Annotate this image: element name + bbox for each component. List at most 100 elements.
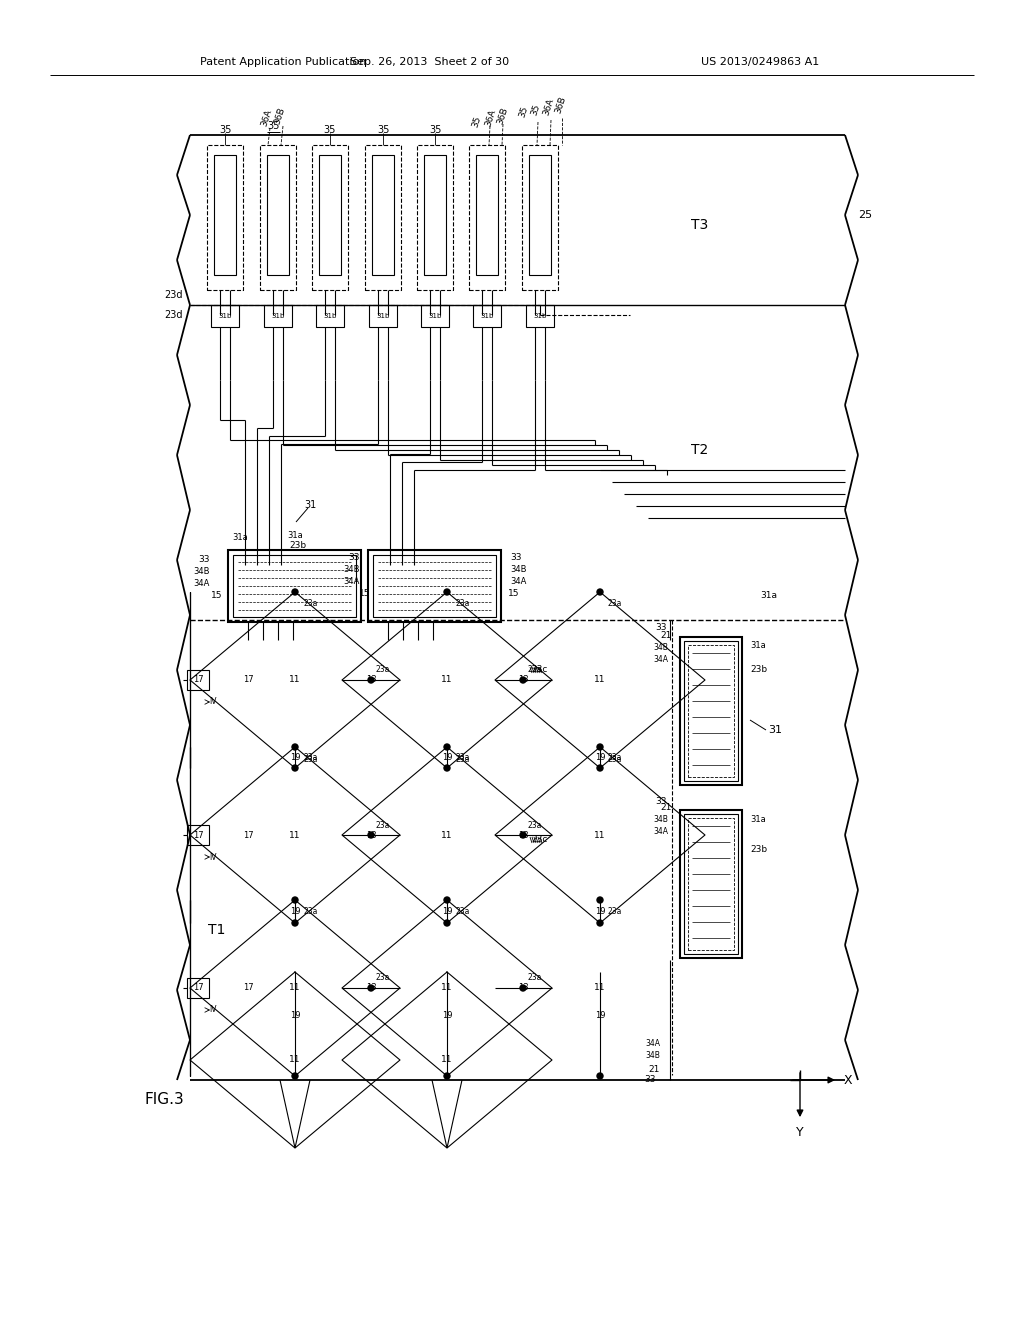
Text: 23c: 23c (531, 665, 548, 675)
Circle shape (444, 744, 450, 750)
Text: 17: 17 (193, 830, 204, 840)
Bar (187, 978, 209, 998)
Text: 31a: 31a (750, 640, 766, 649)
Bar (688, 818, 734, 950)
Text: 11: 11 (289, 830, 301, 840)
Text: 35: 35 (429, 125, 441, 135)
Text: 23d: 23d (165, 310, 183, 319)
Circle shape (292, 589, 298, 595)
Text: 17: 17 (243, 983, 253, 993)
Text: 11: 11 (289, 1056, 301, 1064)
Bar (421, 305, 449, 327)
Text: 25: 25 (858, 210, 872, 220)
Text: 33: 33 (655, 797, 667, 807)
Bar (688, 645, 734, 777)
Text: 21: 21 (660, 631, 672, 639)
Circle shape (444, 898, 450, 903)
Text: 23d: 23d (165, 290, 183, 300)
Bar (522, 145, 558, 290)
Circle shape (292, 766, 298, 771)
Text: 33: 33 (199, 556, 210, 565)
Text: 13: 13 (366, 676, 376, 685)
Text: 36A: 36A (260, 108, 274, 128)
Circle shape (292, 1073, 298, 1078)
Text: 31b: 31b (534, 313, 547, 319)
Bar (473, 305, 501, 327)
Text: 23a: 23a (376, 821, 390, 829)
Text: 35: 35 (530, 103, 542, 117)
Bar (373, 554, 496, 616)
Text: T1: T1 (208, 923, 225, 937)
Text: 34A: 34A (653, 828, 668, 837)
Text: X: X (844, 1073, 852, 1086)
Text: 19: 19 (290, 1011, 300, 1020)
Text: 23a: 23a (376, 665, 390, 675)
Text: T2: T2 (691, 444, 709, 457)
Bar (211, 305, 239, 327)
Text: 13: 13 (366, 830, 376, 840)
Text: 35: 35 (324, 125, 336, 135)
Bar (529, 154, 551, 275)
Bar (680, 638, 742, 785)
Text: 23a: 23a (303, 752, 317, 762)
Text: 31b: 31b (218, 313, 231, 319)
Circle shape (444, 920, 450, 927)
Text: 34A: 34A (645, 1039, 660, 1048)
Text: 11: 11 (441, 830, 453, 840)
Text: 36B: 36B (554, 95, 568, 115)
Text: 23a: 23a (528, 821, 543, 829)
Text: 23b: 23b (750, 846, 767, 854)
Bar (369, 305, 397, 327)
Circle shape (520, 677, 526, 682)
Text: 23a: 23a (303, 599, 317, 609)
Text: 35: 35 (471, 115, 483, 129)
Text: 34A: 34A (344, 577, 360, 586)
Text: 33: 33 (348, 553, 360, 562)
Bar (319, 154, 341, 275)
Text: 21: 21 (660, 804, 672, 813)
Text: 33: 33 (655, 623, 667, 632)
Bar (267, 154, 289, 275)
Bar (187, 671, 209, 690)
Text: 35: 35 (219, 125, 231, 135)
Text: 23a: 23a (303, 755, 317, 763)
Text: 23b: 23b (290, 540, 306, 549)
Circle shape (368, 832, 374, 838)
Text: 31b: 31b (428, 313, 441, 319)
Text: 23a: 23a (528, 665, 543, 675)
Circle shape (597, 766, 603, 771)
Circle shape (597, 1073, 603, 1078)
Text: 17: 17 (243, 830, 253, 840)
Bar (365, 145, 401, 290)
Circle shape (520, 985, 526, 991)
Text: 23a: 23a (608, 755, 623, 763)
Text: 23a: 23a (455, 907, 469, 916)
Text: 34B: 34B (194, 568, 210, 577)
Text: 19: 19 (595, 907, 605, 916)
Text: 19: 19 (595, 752, 605, 762)
Text: 34B: 34B (510, 565, 526, 574)
Circle shape (597, 898, 603, 903)
Bar (684, 814, 738, 954)
Text: 19: 19 (441, 1011, 453, 1020)
Text: 19: 19 (595, 1011, 605, 1020)
Text: 23a: 23a (608, 907, 623, 916)
Bar (372, 154, 394, 275)
Text: 11: 11 (594, 983, 606, 993)
Circle shape (597, 589, 603, 595)
Text: 11: 11 (289, 983, 301, 993)
Text: 34B: 34B (653, 816, 668, 825)
Text: 13: 13 (366, 983, 376, 993)
Text: 13: 13 (518, 676, 528, 685)
Text: 35: 35 (267, 121, 280, 131)
Text: 19: 19 (290, 907, 300, 916)
Text: 34A: 34A (510, 577, 526, 586)
Circle shape (597, 920, 603, 927)
Bar (233, 554, 356, 616)
Circle shape (597, 744, 603, 750)
Text: 23a: 23a (455, 752, 469, 762)
Text: Patent Application Publication: Patent Application Publication (200, 57, 367, 67)
Text: 15: 15 (358, 590, 370, 598)
Text: 31: 31 (768, 725, 782, 735)
Text: 31a: 31a (287, 531, 303, 540)
